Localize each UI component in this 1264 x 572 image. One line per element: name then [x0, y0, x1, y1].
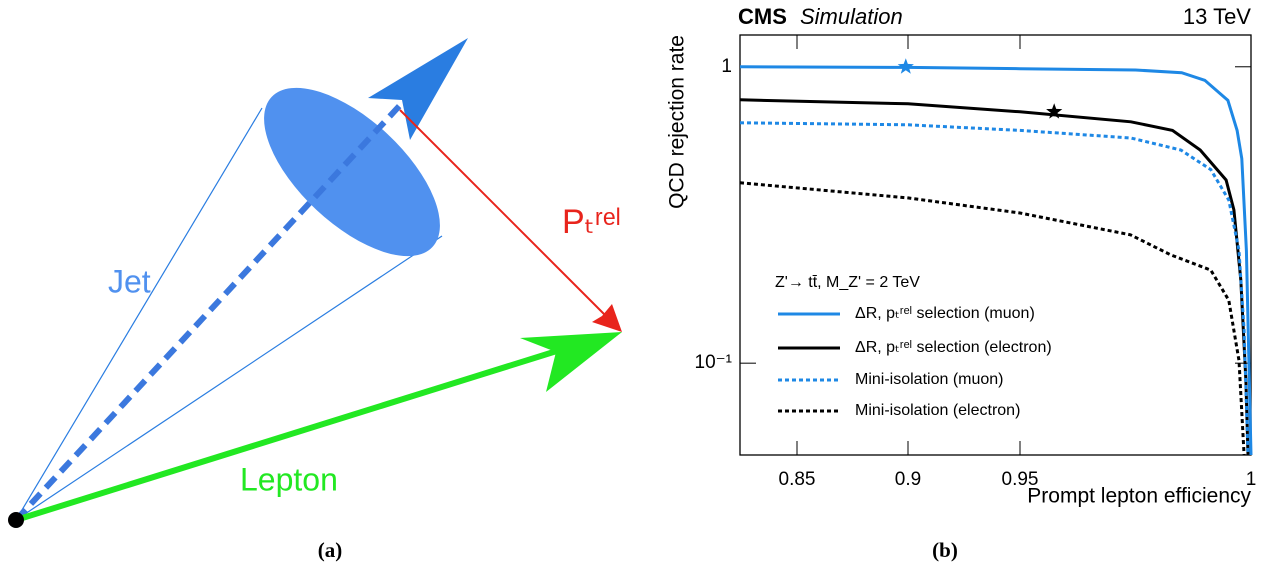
legend-label: Mini-isolation (muon) [855, 371, 1004, 388]
jet-label: Jet [108, 263, 151, 299]
legend-title: Z'→ tt̄, M_Z' = 2 TeV [775, 274, 920, 291]
y-tick-label: 10⁻¹ [695, 352, 733, 373]
y-axis-label: QCD rejection rate [666, 35, 689, 209]
lepton-arrowhead [520, 332, 622, 392]
series-line [739, 181, 1246, 456]
star-marker [897, 58, 914, 74]
x-tick-label: 0.85 [779, 469, 816, 490]
origin [8, 512, 24, 528]
lepton-arrow [15, 347, 561, 523]
caption: (a) [318, 538, 343, 562]
jet-cone [264, 87, 440, 257]
cone-edge [15, 107, 263, 521]
chart-title: CMS [738, 4, 787, 29]
caption: (b) [932, 538, 958, 562]
series-line [739, 65, 1253, 456]
ptrel-arrow [399, 109, 613, 323]
x-tick-label: 0.9 [895, 469, 921, 490]
x-axis-label: Prompt lepton efficiency [1027, 485, 1251, 508]
x-tick-label: 0.95 [1002, 469, 1039, 490]
star-marker [1046, 103, 1063, 119]
energy-label: 13 TeV [1183, 4, 1251, 29]
legend-label: Mini-isolation (electron) [855, 402, 1020, 419]
cone-edge [15, 235, 443, 521]
jet-axis [13, 99, 406, 523]
ptrel-arrowhead [592, 304, 622, 332]
plot-frame [739, 34, 1252, 456]
x-tick-label: 1 [1246, 469, 1257, 490]
series-line [739, 98, 1250, 456]
y-tick-label: 1 [721, 56, 732, 77]
lepton-label: Lepton [240, 461, 338, 497]
legend-label: ΔR, pₜʳᵉˡ selection (electron) [855, 339, 1052, 356]
legend-label: ΔR, pₜʳᵉˡ selection (muon) [855, 305, 1035, 322]
diagram: Jet Lepton Pₜʳᵉˡ (a) [8, 38, 622, 562]
chart-subtitle: Simulation [800, 4, 903, 29]
series-line [739, 121, 1250, 456]
ptrel-label: Pₜʳᵉˡ [562, 203, 621, 241]
jet-arrowhead [368, 38, 468, 140]
